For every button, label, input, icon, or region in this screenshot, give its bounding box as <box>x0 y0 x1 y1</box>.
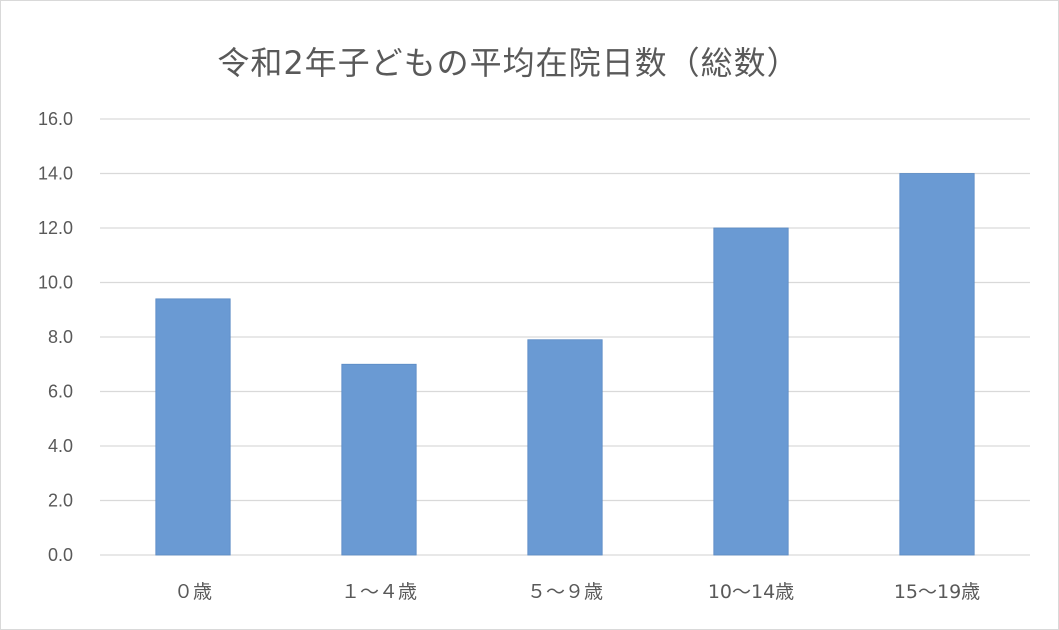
y-tick-label-1: 2.0 <box>48 491 73 511</box>
y-tick-label-3: 6.0 <box>48 382 73 402</box>
bar-3 <box>713 227 789 556</box>
y-tick-label-8: 16.0 <box>38 109 73 129</box>
y-tick-label-0: 0.0 <box>48 545 73 565</box>
y-tick-label-4: 8.0 <box>48 327 73 347</box>
x-category-label-0: ０歳 <box>174 581 212 603</box>
x-category-label-1: １～４歳 <box>341 581 417 603</box>
chart-title: 令和2年子どもの平均在院日数（総数） <box>217 44 800 82</box>
x-category-label-2: ５～９歳 <box>527 581 603 603</box>
y-tick-label-2: 4.0 <box>48 436 73 456</box>
y-tick-label-5: 10.0 <box>38 273 73 293</box>
y-axis-tick-labels: 0.0 2.0 4.0 6.0 8.0 10.0 12.0 14.0 16.0 <box>38 109 73 565</box>
y-tick-label-7: 14.0 <box>38 164 73 184</box>
bar-4 <box>899 173 975 556</box>
x-category-label-3: 10～14歳 <box>708 581 794 603</box>
bar-1 <box>341 363 417 556</box>
bar-2 <box>527 339 603 556</box>
x-axis-category-labels: ０歳 １～４歳 ５～９歳 10～14歳 15～19歳 <box>174 581 980 603</box>
y-tick-label-6: 12.0 <box>38 218 73 238</box>
bars <box>155 173 975 556</box>
x-category-label-4: 15～19歳 <box>894 581 980 603</box>
bar-0 <box>155 298 231 556</box>
